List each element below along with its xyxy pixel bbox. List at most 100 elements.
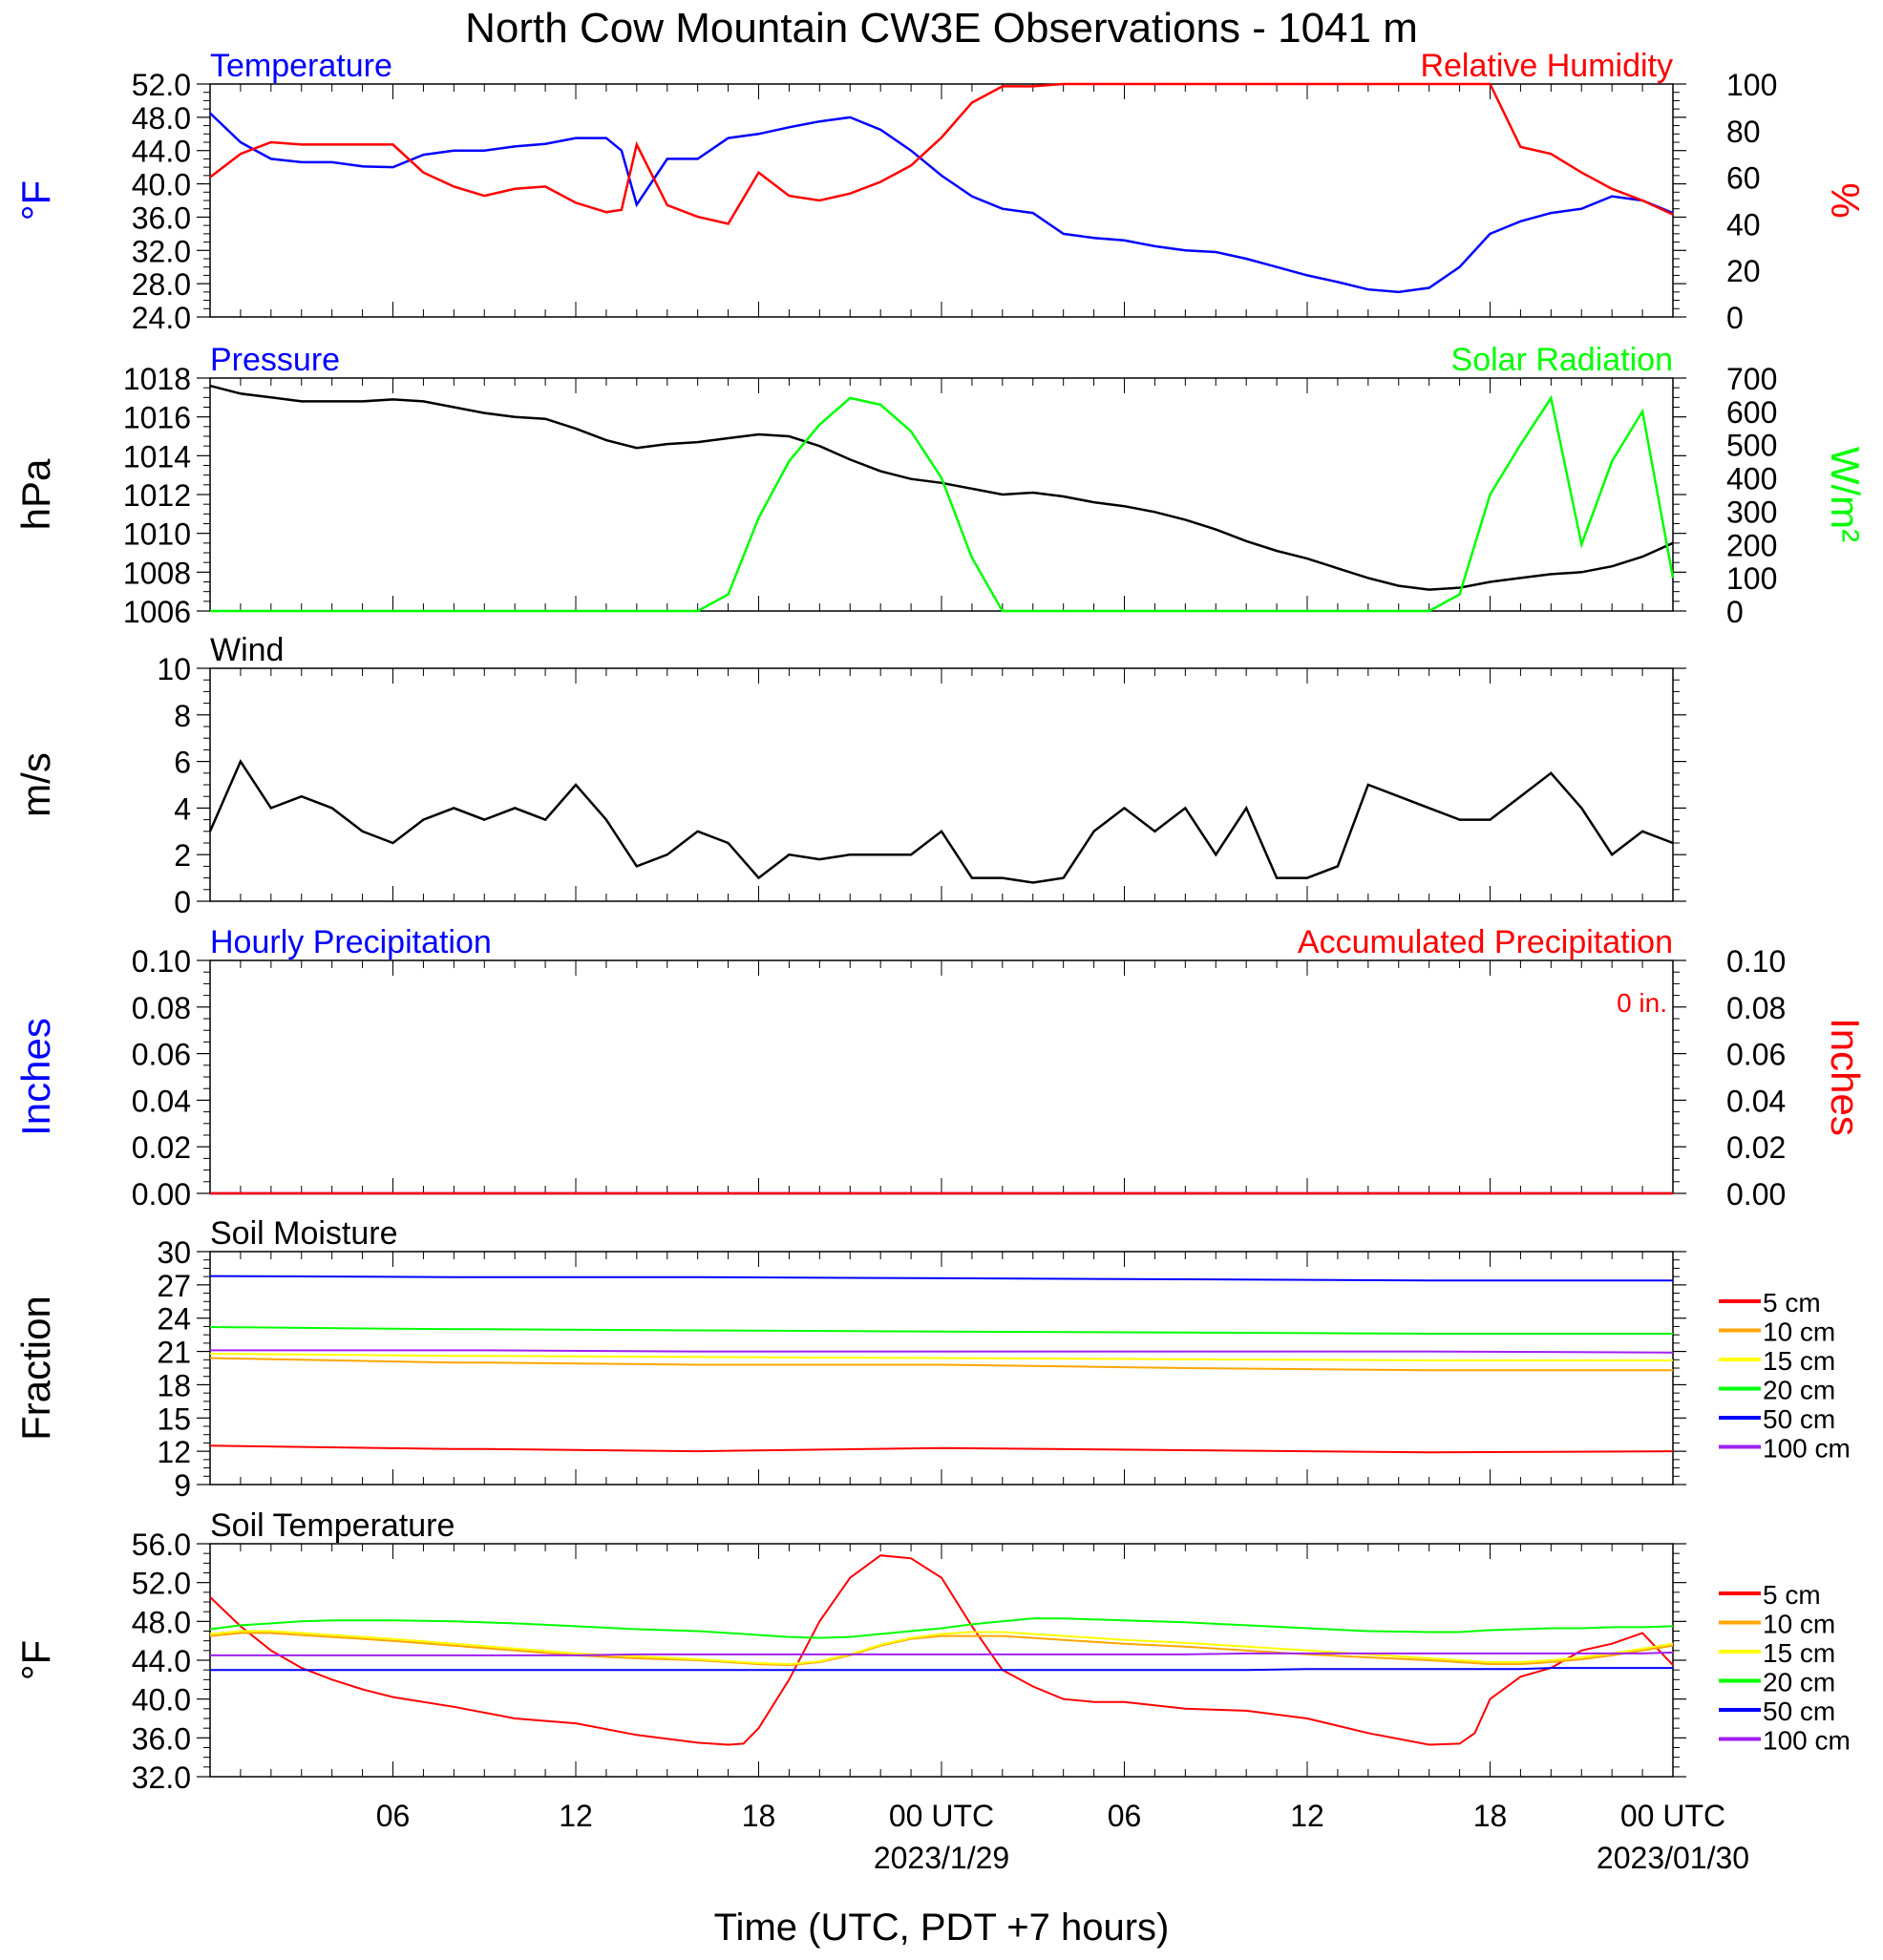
accumulated-annotation: 0 in.: [1617, 988, 1667, 1018]
y-right-tick-label: 500: [1726, 429, 1777, 463]
series-line-15-cm: [209, 1630, 1674, 1666]
legend-label: 15 cm: [1763, 1346, 1835, 1376]
y-right-tick-label: 0.08: [1726, 991, 1786, 1025]
y-tick-label: 2: [174, 838, 191, 873]
y-right-tick-label: 0.02: [1726, 1130, 1786, 1165]
panel-title-left: Soil Moisture: [210, 1215, 398, 1252]
y-tick-label: 0.04: [132, 1084, 191, 1118]
x-tick-label: 12: [559, 1799, 593, 1833]
legend-label: 100 cm: [1763, 1434, 1851, 1464]
series-line-5-cm: [209, 1554, 1674, 1746]
y-axis-label-left: °F: [13, 180, 58, 221]
x-tick-label: 00 UTC: [1620, 1799, 1725, 1833]
series-line-20-cm: [209, 1326, 1673, 1335]
legend-label: 15 cm: [1763, 1638, 1835, 1668]
y-right-tick-label: 100: [1726, 68, 1777, 102]
y-tick-label: 36.0: [132, 200, 191, 235]
y-right-tick-label: 0.10: [1726, 944, 1786, 979]
panel-title-right: Accumulated Precipitation: [1298, 924, 1673, 960]
y-right-tick-label: 300: [1726, 495, 1777, 529]
y-axis-label-left: hPa: [13, 458, 58, 530]
y-right-tick-label: 0.00: [1726, 1177, 1786, 1212]
y-tick-label: 12: [157, 1435, 191, 1469]
series-line-10-cm: [209, 1357, 1673, 1372]
plot-frame: [209, 667, 1674, 902]
y-tick-label: 1012: [123, 478, 191, 513]
legend-label: 100 cm: [1763, 1726, 1851, 1756]
panel-4: 0.10 0.08 0.06 0.04 0.02 0.00 0.10 0.08 0.06 0.04…: [13, 924, 1868, 1212]
legend-label: 10 cm: [1763, 1317, 1835, 1347]
y-tick-label: 1010: [123, 517, 191, 552]
y-right-tick-label: 20: [1726, 254, 1761, 288]
series-line-100-cm: [210, 1349, 1674, 1354]
plot-frame: [209, 83, 1674, 318]
series-line-pressure: [209, 384, 1674, 591]
x-tick-label: 00 UTC: [889, 1799, 994, 1833]
panel-title-left: Pressure: [210, 342, 340, 378]
legend-label: 20 cm: [1763, 1376, 1835, 1405]
x-tick-label: 12: [1290, 1799, 1324, 1833]
panel-title-left: Hourly Precipitation: [210, 924, 492, 960]
y-right-tick-label: 400: [1726, 462, 1777, 496]
series-line-50-cm: [209, 1275, 1673, 1282]
y-right-tick-label: 0.06: [1726, 1038, 1786, 1072]
y-tick-label: 9: [174, 1468, 191, 1503]
y-right-tick-label: 600: [1726, 395, 1777, 430]
series-line-solar-radiation: [210, 394, 1675, 613]
series-line-5-cm: [209, 1444, 1674, 1454]
y-tick-label: 52.0: [132, 68, 191, 102]
y-tick-label: 32.0: [132, 1760, 191, 1795]
y-right-tick-label: 40: [1726, 207, 1761, 242]
y-tick-label: 0.10: [132, 944, 191, 979]
panel-6: 56.0 52.0 48.0 44.0 40.036.0 32.0 Soil Tempera…: [13, 1507, 1851, 1875]
x-tick-label: 06: [1108, 1799, 1142, 1833]
series-line-50-cm: [210, 1667, 1673, 1672]
y-tick-label: 28.0: [132, 267, 191, 302]
y-tick-label: 0.00: [132, 1177, 191, 1212]
y-tick-label: 44.0: [132, 1644, 191, 1678]
y-tick-label: 1016: [123, 401, 191, 435]
y-tick-label: 32.0: [132, 234, 191, 268]
y-tick-label: 40.0: [132, 1683, 191, 1718]
y-tick-label: 44.0: [132, 135, 191, 169]
series-line-relative-humidity: [209, 82, 1674, 225]
y-tick-label: 48.0: [132, 101, 191, 136]
legend-label: 50 cm: [1763, 1697, 1835, 1726]
x-tick-label: 18: [742, 1799, 776, 1833]
y-right-tick-label: 0.04: [1726, 1084, 1786, 1118]
y-axis-label-right: W/m²: [1823, 447, 1868, 542]
y-tick-label: 1018: [123, 362, 191, 396]
y-tick-label: 0: [174, 885, 191, 919]
y-tick-label: 24.0: [132, 301, 191, 335]
x-date-label: 2023/1/29: [874, 1841, 1009, 1875]
y-tick-label: 15: [157, 1402, 191, 1436]
y-tick-label: 0.08: [132, 991, 191, 1025]
y-tick-label: 1006: [123, 595, 191, 629]
y-tick-label: 10: [157, 652, 191, 686]
y-right-tick-label: 700: [1726, 362, 1777, 396]
y-axis-label-right: %: [1823, 182, 1868, 218]
series-line-100-cm: [210, 1651, 1674, 1656]
y-right-tick-label: 0: [1726, 595, 1744, 629]
series-line-temperature: [209, 112, 1674, 294]
y-right-tick-label: 200: [1726, 528, 1777, 562]
plot-frame: [209, 377, 1674, 612]
y-tick-label: 52.0: [132, 1567, 191, 1601]
y-axis-label-left: Fraction: [13, 1296, 58, 1441]
y-right-tick-label: 0: [1726, 301, 1744, 335]
y-tick-label: 36.0: [132, 1721, 191, 1756]
y-tick-label: 0.06: [132, 1038, 191, 1072]
y-tick-label: 1008: [123, 556, 191, 590]
legend-label: 5 cm: [1763, 1288, 1821, 1317]
panel-2: 1018 1016 1014 1012 1010 1008 1006 700600500400…: [13, 342, 1868, 629]
plot-frame: [209, 959, 1674, 1194]
panel-title-left: Wind: [210, 632, 284, 668]
series-line-wind: [208, 758, 1674, 884]
y-tick-label: 6: [174, 746, 191, 780]
panel-3: 10 8 6 4 2 0 Wind m/s: [13, 632, 1686, 919]
y-right-tick-label: 60: [1726, 161, 1761, 196]
